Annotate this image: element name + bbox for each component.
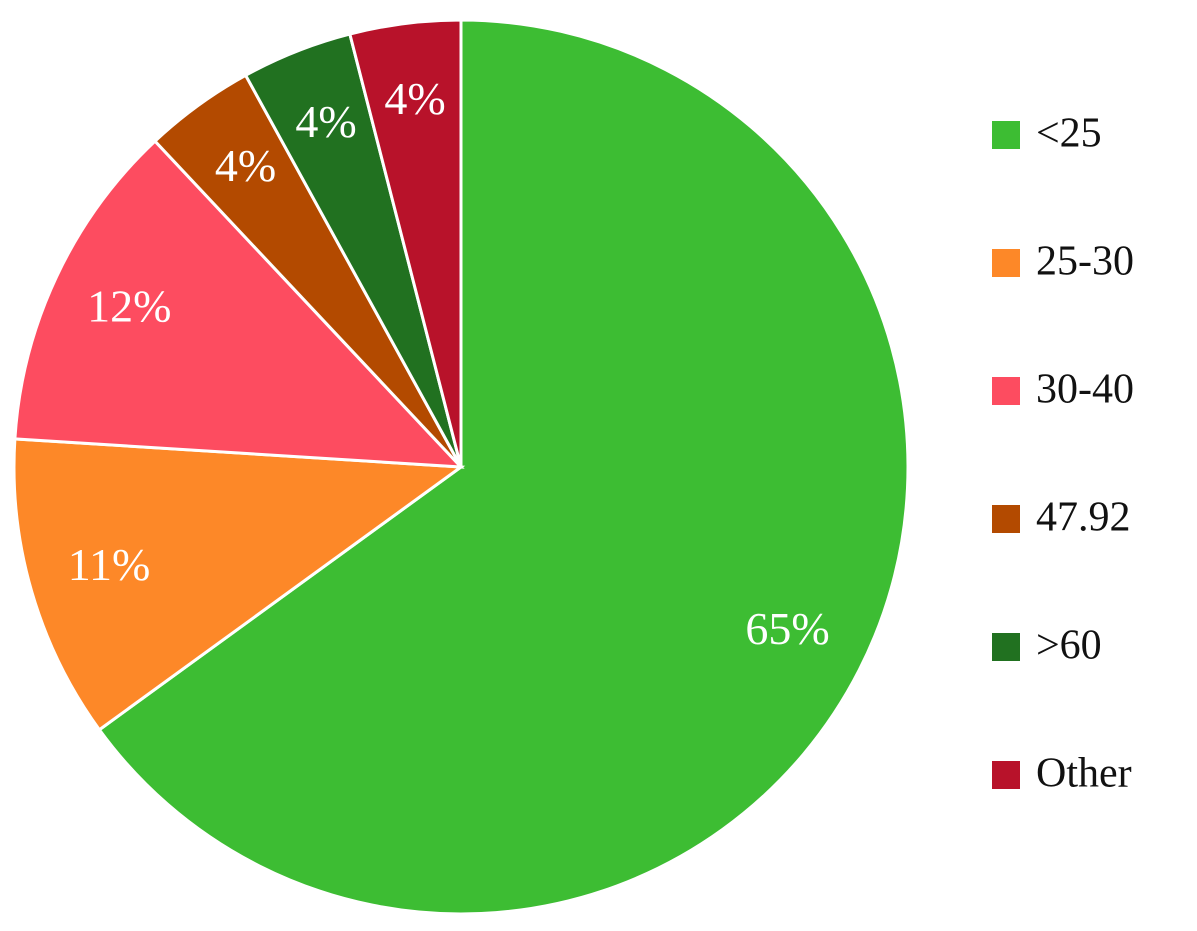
- legend-swatch: [992, 121, 1020, 149]
- legend-swatch: [992, 505, 1020, 533]
- pie-slice: [12, 437, 466, 732]
- data-label: 12%: [87, 280, 171, 331]
- legend-swatch: [992, 761, 1020, 789]
- pie-slice: [97, 18, 910, 916]
- data-label: 11%: [68, 539, 151, 590]
- pie-slice: [348, 18, 463, 468]
- legend-label: 47.92: [1036, 495, 1131, 541]
- legend-label: 30-40: [1036, 367, 1134, 413]
- data-label: 65%: [745, 603, 829, 654]
- legend-swatch: [992, 633, 1020, 661]
- data-label: 4%: [384, 73, 445, 124]
- data-label: 4%: [215, 140, 276, 191]
- legend-label: <25: [1036, 111, 1102, 157]
- legend-label: Other: [1036, 751, 1132, 797]
- legend-label: 25-30: [1036, 239, 1134, 285]
- legend-swatch: [992, 249, 1020, 277]
- legend-label: >60: [1036, 623, 1102, 669]
- data-label: 4%: [295, 96, 356, 147]
- pie-slice: [13, 139, 465, 469]
- legend-swatch: [992, 377, 1020, 405]
